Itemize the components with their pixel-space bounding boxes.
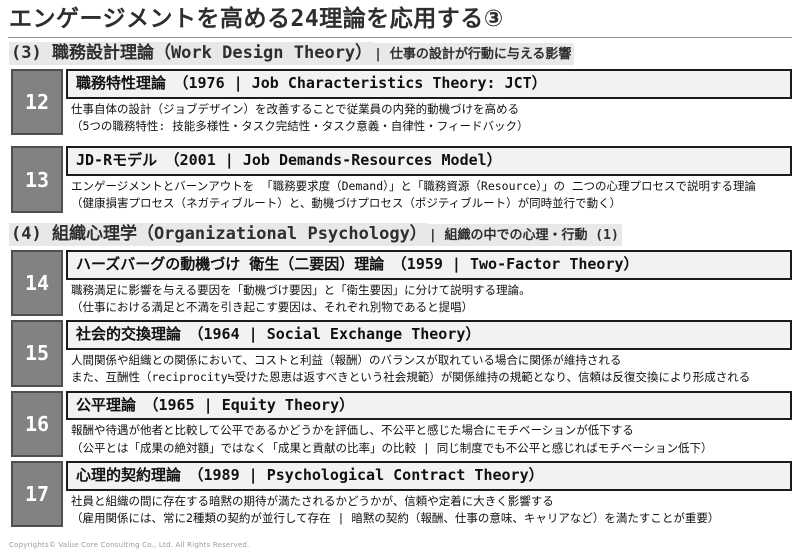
theory-description-line: 社員と組織の間に存在する暗黙の期待が満たされるかどうかが、信頼や定着に大きく影響… <box>71 493 554 508</box>
theory-title: 公平理論 （1965 | Equity Theory） <box>66 390 792 421</box>
theory-item-16: 16 公平理論 （1965 | Equity Theory） 報酬や待遇が他者と… <box>11 390 792 457</box>
section-heading: (4) 組織心理学（Organizational Psychology） | 組織… <box>9 222 792 246</box>
theory-item-13: 13 JD-Rモデル （2001 | Job Demands-Resources… <box>11 146 792 213</box>
section-heading: (3) 職務設計理論（Work Design Theory） | 仕事の設計が行動… <box>9 41 792 65</box>
section-heading-note: | 仕事の設計が行動に与える影響 <box>373 42 575 65</box>
theory-description-line: （5つの職務特性: 技能多様性・タスク完結性・タスク意義・自律性・フィードバック… <box>71 119 529 134</box>
theory-number-badge: 13 <box>11 146 63 213</box>
theory-description-line: 報酬や待遇が他者と比較して公平であるかどうかを評価し、不公平と感じた場合にモチベ… <box>71 423 634 438</box>
theory-item-body: 心理的契約理論 （1989 | Psychological Contract T… <box>66 460 792 527</box>
theory-description-line: また、互酬性（reciprocity≒受けた恩恵は返すべきという社会規範）が関係… <box>71 370 751 385</box>
theory-number-badge: 17 <box>11 460 63 528</box>
section-work-design-theory: (3) 職務設計理論（Work Design Theory） | 仕事の設計が行動… <box>8 41 792 213</box>
theory-number-badge: 16 <box>11 390 63 457</box>
theory-item-body: 公平理論 （1965 | Equity Theory） 報酬や待遇が他者と比較し… <box>66 390 792 457</box>
theory-number-badge: 14 <box>11 250 63 317</box>
theory-number-badge: 15 <box>11 320 63 387</box>
theory-item-body: 社会的交換理論 （1964 | Social Exchange Theory） … <box>66 320 792 386</box>
theory-item-body: ハーズバーグの動機づけ 衛生（二要因）理論 （1959 | Two-Factor… <box>66 250 792 316</box>
theory-number-badge: 12 <box>11 69 63 136</box>
theory-description-line: 職務満足に影響を与える要因を「動機づけ要因」と「衛生要因」に分けて説明する理論。 <box>71 282 531 297</box>
theory-description-line: （公平とは「成果の絶対額」ではなく「成果と貢献の比率」の比較 | 同じ制度でも不… <box>71 440 713 455</box>
theory-item-15: 15 社会的交換理論 （1964 | Social Exchange Theor… <box>11 320 792 387</box>
section-heading-note: | 組織の中での心理・行動 (1) <box>427 223 622 246</box>
section-organizational-psychology: (4) 組織心理学（Organizational Psychology） | 組織… <box>8 222 792 528</box>
theory-item-14: 14 ハーズバーグの動機づけ 衛生（二要因）理論 （1959 | Two-Fac… <box>11 250 792 317</box>
theory-title: JD-Rモデル （2001 | Job Demands-Resources Mo… <box>66 146 792 177</box>
theory-item-12: 12 職務特性理論 （1976 | Job Characteristics Th… <box>11 69 792 136</box>
theory-description-line: 仕事自体の設計（ジョブデザイン）を改善することで従業員の内発的動機づけを高める <box>71 101 520 116</box>
section-heading-main: (3) 職務設計理論（Work Design Theory） <box>9 41 374 65</box>
theory-description-line: （健康損害プロセス（ネガティブルート）と、動機づけプロセス（ポジティブルート）が… <box>71 196 622 211</box>
theory-description-line: （仕事における満足と不満を引き起こす要因は、それぞれ別物であると提唱） <box>71 300 474 315</box>
theory-title: 職務特性理論 （1976 | Job Characteristics Theor… <box>66 69 792 99</box>
theory-item-body: 職務特性理論 （1976 | Job Characteristics Theor… <box>66 69 792 135</box>
theory-description-line: エンゲージメントとバーンアウトを 「職務要求度（Demand）」と「職務資源（R… <box>71 179 756 194</box>
section-heading-main: (4) 組織心理学（Organizational Psychology） <box>9 222 428 246</box>
theory-title: 社会的交換理論 （1964 | Social Exchange Theory） <box>66 320 792 351</box>
theory-description-line: （雇用関係には、常に2種類の契約が並行して存在 | 暗黙の契約（報酬、仕事の意味… <box>71 510 720 525</box>
theory-title: ハーズバーグの動機づけ 衛生（二要因）理論 （1959 | Two-Factor… <box>66 250 792 280</box>
theory-description-line: 人間関係や組織との関係において、コストと利益（報酬）のバランスが取れている場合に… <box>71 353 622 368</box>
theory-title: 心理的契約理論 （1989 | Psychological Contract T… <box>66 460 792 491</box>
theory-item-body: JD-Rモデル （2001 | Job Demands-Resources Mo… <box>66 146 792 212</box>
page-title: エンゲージメントを高める24理論を応用する③ <box>8 4 792 38</box>
copyright-notice: Copyrights© Value Core Consulting Co., L… <box>9 541 250 549</box>
theory-item-17: 17 心理的契約理論 （1989 | Psychological Contrac… <box>11 460 792 528</box>
